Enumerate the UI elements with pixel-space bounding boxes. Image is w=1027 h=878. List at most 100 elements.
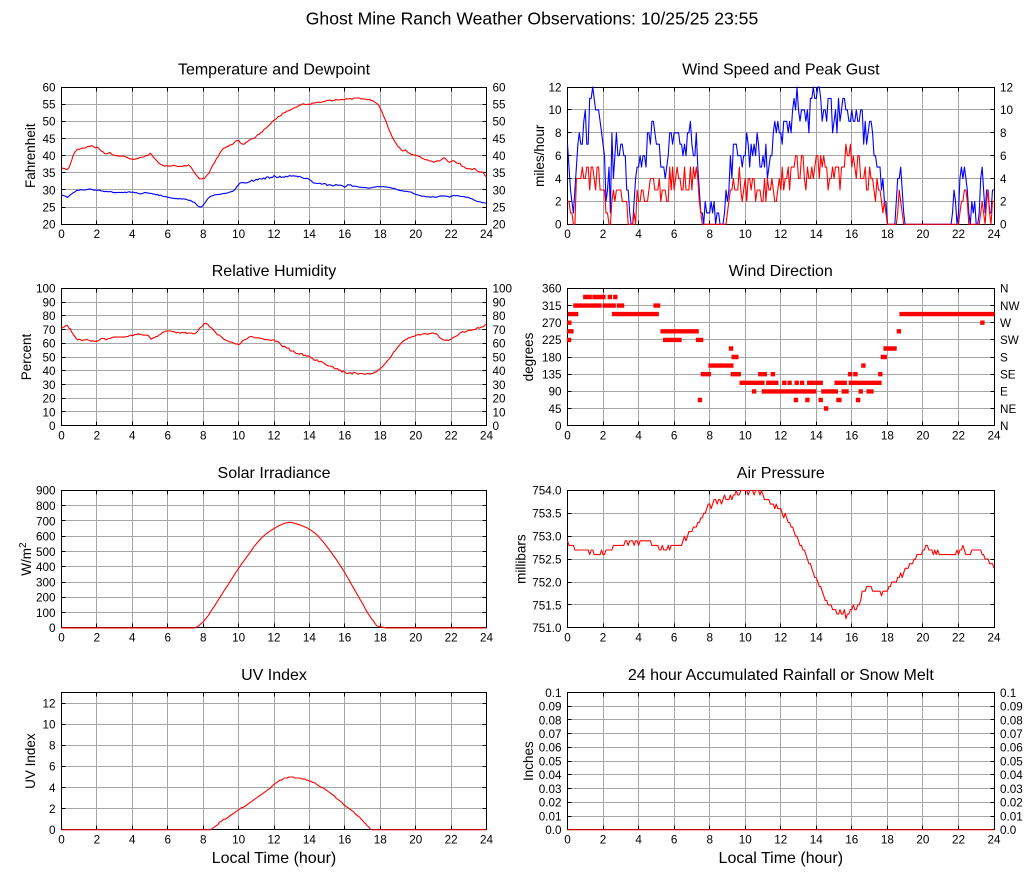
svg-text:0.07: 0.07	[539, 728, 562, 741]
svg-text:18: 18	[374, 833, 387, 846]
svg-text:0.04: 0.04	[539, 769, 562, 782]
svg-text:25: 25	[42, 201, 56, 214]
svg-text:16: 16	[845, 429, 858, 442]
svg-text:12: 12	[1000, 81, 1013, 94]
svg-text:0.0: 0.0	[545, 824, 562, 837]
svg-text:12: 12	[774, 632, 787, 645]
svg-text:miles/hour: miles/hour	[532, 124, 547, 187]
svg-text:24: 24	[987, 228, 1001, 241]
svg-text:Percent: Percent	[19, 333, 34, 380]
svg-text:300: 300	[36, 576, 56, 589]
svg-text:Air Pressure: Air Pressure	[737, 465, 825, 482]
svg-text:55: 55	[493, 99, 507, 112]
svg-text:20: 20	[42, 219, 56, 232]
svg-text:10: 10	[232, 429, 246, 442]
svg-text:degrees: degrees	[521, 332, 536, 381]
svg-text:0: 0	[564, 632, 571, 645]
svg-text:24: 24	[480, 228, 494, 241]
svg-text:8: 8	[555, 127, 562, 140]
svg-text:12: 12	[42, 697, 55, 710]
svg-text:24 hour Accumulated Rainfall o: 24 hour Accumulated Rainfall or Snow Mel…	[628, 667, 934, 684]
svg-text:6: 6	[165, 833, 172, 846]
svg-text:4: 4	[635, 632, 642, 645]
svg-text:Local Time (hour): Local Time (hour)	[212, 850, 337, 867]
svg-text:35: 35	[493, 167, 507, 180]
svg-text:0.03: 0.03	[539, 783, 562, 796]
svg-text:0: 0	[58, 429, 65, 442]
svg-text:6: 6	[165, 228, 172, 241]
svg-text:0.03: 0.03	[1000, 783, 1023, 796]
svg-text:10: 10	[1000, 104, 1014, 117]
svg-text:40: 40	[493, 150, 507, 163]
svg-text:SE: SE	[1000, 369, 1016, 382]
svg-text:30: 30	[493, 379, 507, 392]
svg-text:22: 22	[445, 228, 458, 241]
svg-text:18: 18	[881, 632, 894, 645]
svg-text:22: 22	[445, 429, 458, 442]
svg-text:2: 2	[94, 833, 101, 846]
svg-text:753.5: 753.5	[532, 508, 562, 521]
svg-text:2: 2	[94, 228, 101, 241]
svg-text:751.5: 751.5	[532, 599, 562, 612]
svg-text:24: 24	[987, 632, 1001, 645]
svg-text:8: 8	[706, 833, 713, 846]
svg-text:90: 90	[548, 386, 562, 399]
svg-text:0: 0	[49, 824, 56, 837]
svg-text:0: 0	[564, 228, 571, 241]
svg-text:60: 60	[42, 81, 56, 94]
svg-text:6: 6	[671, 632, 678, 645]
svg-text:Local Time (hour): Local Time (hour)	[719, 850, 844, 867]
svg-text:55: 55	[42, 99, 56, 112]
svg-text:22: 22	[952, 429, 965, 442]
svg-text:60: 60	[493, 338, 507, 351]
svg-text:70: 70	[493, 324, 507, 337]
svg-text:14: 14	[810, 228, 824, 241]
svg-text:0.08: 0.08	[1000, 714, 1023, 727]
svg-text:18: 18	[374, 632, 387, 645]
svg-text:16: 16	[338, 833, 351, 846]
svg-text:60: 60	[42, 338, 56, 351]
svg-text:0: 0	[49, 622, 56, 635]
svg-text:0.02: 0.02	[1000, 797, 1023, 810]
svg-text:16: 16	[338, 632, 351, 645]
svg-text:752.0: 752.0	[532, 576, 562, 589]
svg-text:22: 22	[445, 632, 458, 645]
svg-text:35: 35	[42, 167, 56, 180]
svg-text:18: 18	[374, 228, 387, 241]
svg-text:6: 6	[555, 150, 562, 163]
svg-text:10: 10	[42, 719, 56, 732]
svg-text:4: 4	[129, 429, 136, 442]
svg-text:14: 14	[303, 228, 317, 241]
svg-text:8: 8	[200, 632, 207, 645]
svg-text:8: 8	[49, 740, 56, 753]
svg-text:UV Index: UV Index	[23, 733, 38, 789]
svg-text:600: 600	[36, 531, 56, 544]
svg-text:20: 20	[409, 429, 423, 442]
svg-text:0.02: 0.02	[539, 797, 562, 810]
svg-text:SW: SW	[1000, 334, 1019, 347]
svg-text:20: 20	[42, 393, 56, 406]
svg-text:UV Index: UV Index	[241, 667, 307, 684]
svg-text:0: 0	[564, 429, 571, 442]
svg-text:0.06: 0.06	[1000, 742, 1023, 755]
svg-text:20: 20	[493, 393, 507, 406]
svg-text:12: 12	[774, 429, 787, 442]
svg-text:NW: NW	[1000, 300, 1019, 313]
svg-text:50: 50	[493, 351, 507, 364]
svg-text:100: 100	[36, 607, 56, 620]
svg-text:0: 0	[58, 632, 65, 645]
svg-text:10: 10	[548, 104, 562, 117]
svg-text:900: 900	[36, 485, 56, 498]
svg-text:0.09: 0.09	[1000, 701, 1023, 714]
svg-text:50: 50	[493, 116, 507, 129]
svg-text:4: 4	[129, 632, 136, 645]
svg-text:2: 2	[600, 632, 607, 645]
svg-text:14: 14	[303, 833, 317, 846]
svg-text:20: 20	[916, 632, 930, 645]
svg-text:24: 24	[480, 833, 494, 846]
svg-text:12: 12	[267, 833, 280, 846]
svg-text:0.01: 0.01	[539, 810, 562, 823]
svg-text:Relative Humidity: Relative Humidity	[212, 263, 336, 280]
svg-text:0.01: 0.01	[1000, 810, 1023, 823]
svg-text:0.04: 0.04	[1000, 769, 1023, 782]
